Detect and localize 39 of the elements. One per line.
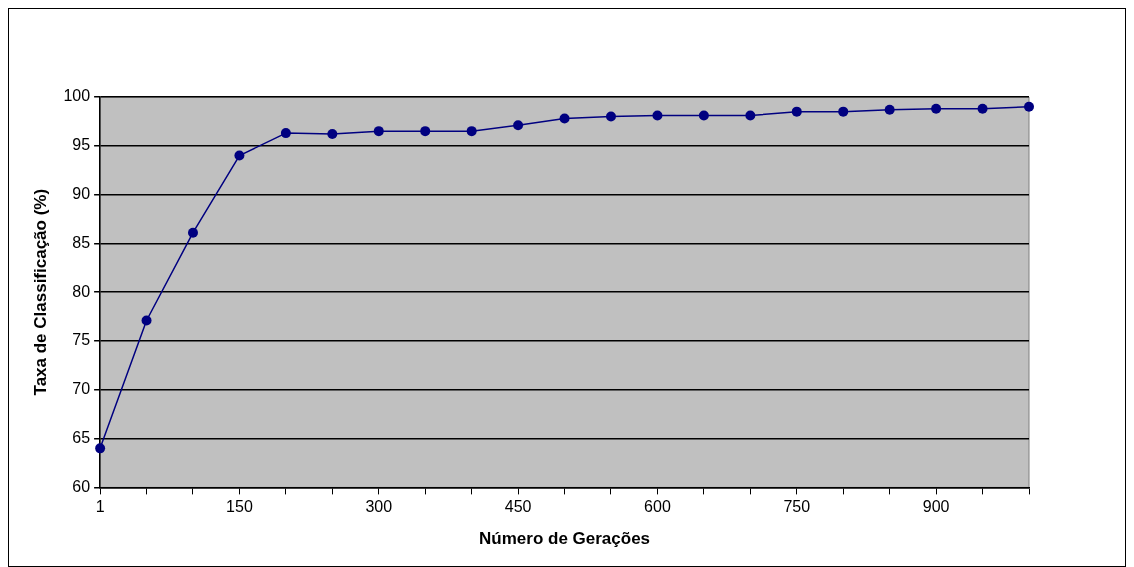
x-tick-label: 900 [922,498,950,516]
point [884,104,895,115]
point [420,126,431,137]
point [187,227,198,238]
point [931,103,942,114]
x-tick-label: 300 [365,498,393,516]
point [95,443,106,454]
x-tick-label: 450 [504,498,532,516]
point [513,120,524,131]
point [838,106,849,117]
point [280,128,291,139]
point [559,113,570,124]
point [791,106,802,117]
x-tick-label: 600 [644,498,671,516]
y-tick-label: 85 [72,233,91,251]
x-tick-label: 1 [95,498,105,516]
y-axis-title: Taxa de Classificação (%) [30,188,50,396]
x-tick-label: 150 [226,498,253,516]
point [466,126,477,137]
y-tick-label: 60 [72,477,91,495]
point [1024,101,1034,112]
y-tick-label: 90 [72,185,91,203]
point [652,110,663,121]
x-tick-label: 750 [783,498,811,516]
y-tick-label: 70 [72,380,91,398]
point [745,110,756,121]
y-tick-label: 75 [72,331,91,349]
y-tick-label: 65 [72,429,91,447]
point [977,103,988,114]
y-tick-label: 80 [72,282,91,300]
point [698,110,709,121]
point [234,150,245,161]
y-tick-label: 95 [72,136,91,154]
point [373,126,384,137]
point [605,111,616,122]
point [327,129,338,140]
y-tick-label: 100 [63,87,91,105]
x-axis-title: Número de Gerações [479,529,651,549]
point [141,315,152,326]
